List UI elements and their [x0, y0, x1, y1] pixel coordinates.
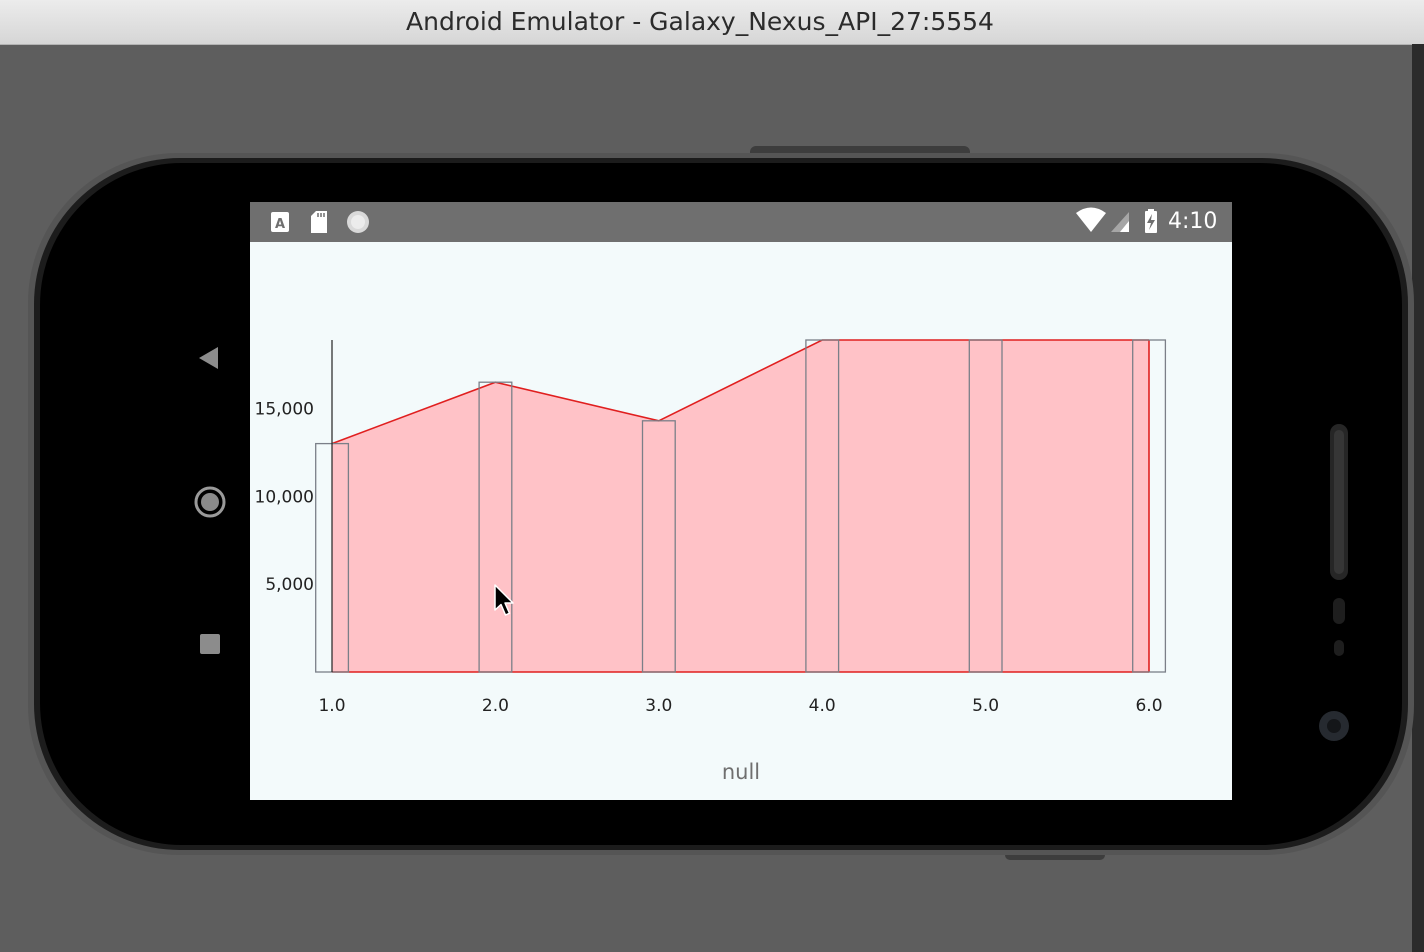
back-icon — [199, 347, 218, 369]
y-axis-labels: 5,000 10,000 15,000 — [255, 400, 314, 596]
area-line — [331, 339, 1149, 445]
svg-text:A: A — [275, 217, 285, 232]
x-tick-label: 2.0 — [482, 696, 509, 716]
y-tick-label: 10,000 — [255, 487, 314, 507]
home-icon — [194, 486, 226, 518]
home-button[interactable] — [192, 484, 228, 520]
window-title: Android Emulator - Galaxy_Nexus_API_27:5… — [406, 7, 994, 36]
back-button[interactable] — [196, 344, 224, 372]
x-tick-label: 5.0 — [972, 696, 999, 716]
app-notification-icon: A — [271, 212, 289, 232]
chart-description: null — [722, 760, 760, 784]
signal-icon — [1111, 212, 1129, 232]
sync-icon — [347, 211, 369, 233]
area-fill — [332, 340, 1149, 672]
bar-4[interactable] — [805, 339, 840, 673]
bar-3[interactable] — [641, 420, 676, 673]
sd-card-icon — [311, 211, 327, 233]
bar-series — [315, 339, 1167, 673]
area-series — [331, 339, 1150, 673]
device-screen: A 4:10 5,000 10,000 15,000 1.0 2.0 3.0 4.0 5.0… — [250, 202, 1232, 800]
window-edge — [1412, 44, 1424, 952]
combined-chart[interactable]: 5,000 10,000 15,000 1.0 2.0 3.0 4.0 5.0 6.0 nul… — [250, 242, 1232, 800]
recents-button[interactable] — [198, 632, 222, 656]
y-tick-label: 15,000 — [255, 400, 314, 420]
mouse-cursor-icon — [494, 584, 514, 616]
status-clock: 4:10 — [1168, 209, 1218, 234]
battery-charging-icon — [1145, 209, 1157, 233]
recents-icon — [200, 634, 220, 654]
window-titlebar: Android Emulator - Galaxy_Nexus_API_27:5… — [0, 0, 1424, 45]
status-bar: A 4:10 — [250, 202, 1232, 242]
bar-5[interactable] — [968, 339, 1003, 673]
x-tick-label: 6.0 — [1135, 696, 1162, 716]
bar-6[interactable] — [1132, 339, 1167, 673]
x-tick-label: 4.0 — [809, 696, 836, 716]
x-tick-label: 3.0 — [645, 696, 672, 716]
bar-2[interactable] — [478, 381, 513, 673]
x-tick-label: 1.0 — [318, 696, 345, 716]
wifi-icon — [1076, 207, 1106, 232]
y-tick-label: 5,000 — [265, 575, 314, 595]
x-axis-labels: 1.0 2.0 3.0 4.0 5.0 6.0 — [318, 696, 1162, 716]
